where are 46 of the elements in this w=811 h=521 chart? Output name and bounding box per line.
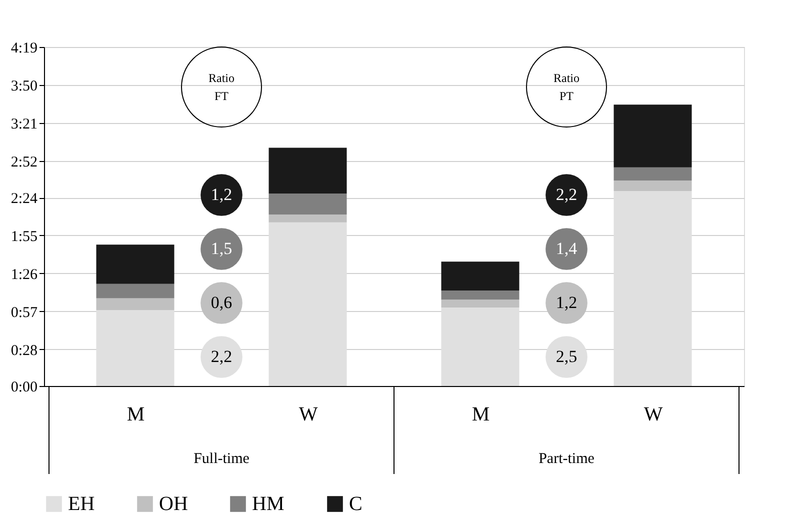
bar [268,214,347,222]
annotation: 1,5 [210,239,232,258]
bar [441,307,520,386]
y-tick-label: 1:55 [10,228,38,245]
y-tick-label: 3:21 [10,116,38,132]
text: Part-time [538,451,595,467]
y-tick-label: 3:50 [10,78,38,94]
y-tick-label: 0:57 [10,304,38,321]
y-tick-label: 0:00 [10,380,38,396]
bar [614,190,692,386]
legend-label: OH [159,493,188,515]
bar [268,222,347,386]
annotation: 2,5 [556,347,578,366]
bar [614,180,692,191]
x-tick-label: W [298,404,318,426]
x-tick-label: M [472,404,490,426]
legend-label: HM [252,493,284,515]
y-tick-label: 4:19 [10,40,38,56]
bar [441,262,520,290]
annotation: 0,6 [210,293,232,312]
bar [441,300,520,308]
annotation: 2,2 [210,347,232,366]
bar [268,194,347,215]
bar [268,148,347,194]
y-tick-label: 0:28 [10,342,38,359]
bar [614,104,692,168]
bar [96,284,174,298]
annotation: Ratio PT [554,71,580,103]
legend-label: EH [68,493,95,515]
bar [96,310,174,386]
annotation: 1,2 [556,293,578,312]
bar [96,298,174,310]
annotation: 1,2 [210,185,232,204]
annotation: Ratio FT [208,71,234,103]
text: Full-time [194,451,250,467]
bar [96,244,174,284]
annotation: 2,2 [556,185,578,204]
x-tick-label: M [126,404,145,426]
y-tick-label: 2:24 [10,191,38,208]
annotation: 1,4 [556,239,578,258]
bar [441,290,520,300]
x-tick-label: W [644,404,663,426]
bar [614,167,692,181]
y-tick-label: 2:52 [10,154,38,170]
legend-label: C [349,493,362,515]
y-tick-label: 1:26 [10,266,38,283]
